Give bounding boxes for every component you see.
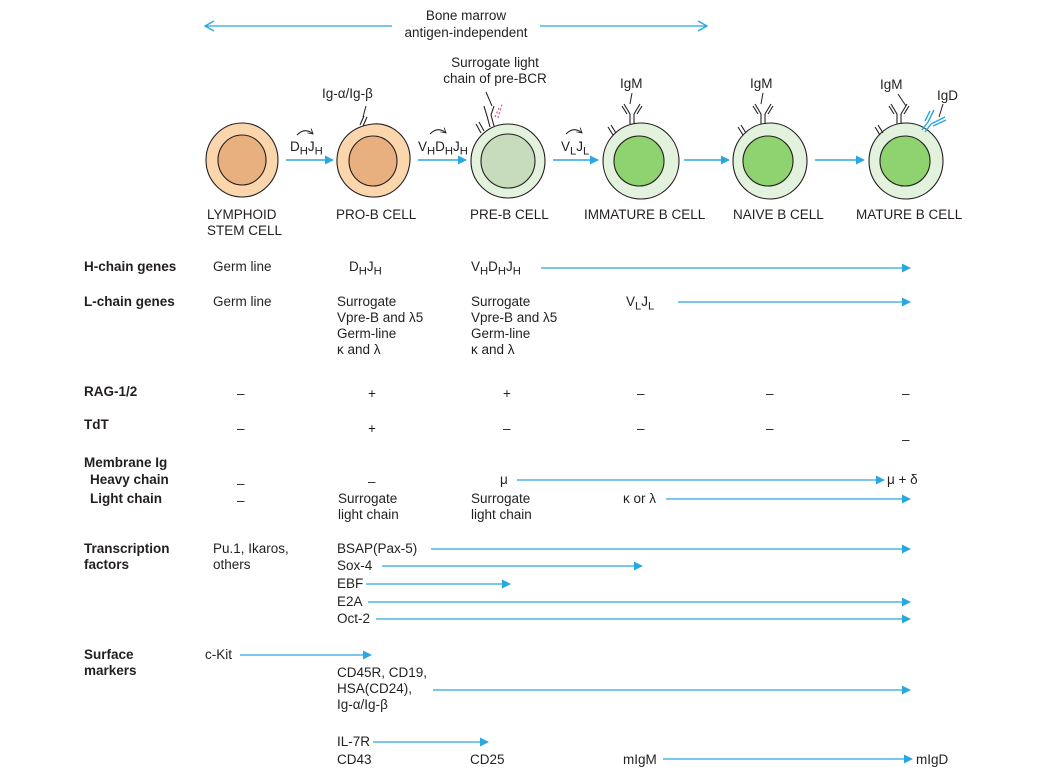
marker-il7r: IL-7R — [337, 734, 371, 749]
tdt-stem: – — [237, 421, 245, 436]
h-chain-preb: VHDHJH — [471, 259, 521, 278]
row-label-tdt: TdT — [84, 417, 109, 432]
tf-bsap: BSAP(Pax-5) — [337, 541, 418, 556]
row-label-light-chain: Light chain — [90, 491, 162, 506]
marker-migd: mIgD — [916, 752, 949, 767]
rearrange-arrow-vdj — [429, 127, 447, 135]
marker-cd43: CD43 — [337, 752, 372, 767]
stage-label-lymphoid: LYMPHOID STEM CELL — [207, 207, 283, 238]
heavy-chain-mature: μ + δ — [887, 472, 918, 487]
row-label-rag: RAG-1/2 — [84, 384, 138, 399]
immature-b-cell — [602, 103, 680, 200]
igm-pointer-2 — [760, 92, 764, 105]
tdt-pre-b: – — [503, 421, 511, 436]
stage-label-naive-b: NAIVE B CELL — [733, 207, 824, 222]
row-label-surface: Surface markers — [84, 647, 137, 678]
marker-migm: mIgM — [623, 752, 657, 767]
pro-b-cell — [336, 115, 411, 198]
h-chain-prob: DHJH — [349, 259, 382, 278]
light-chain-pre-b: Surrogate light chain — [471, 491, 532, 522]
label-igm-mature: IgM — [880, 77, 903, 92]
marker-cd25: CD25 — [470, 752, 505, 767]
rag-pre-b: + — [503, 386, 511, 401]
light-chain-pro-b: Surrogate light chain — [338, 491, 399, 522]
l-chain-stem: Germ line — [213, 294, 272, 309]
rag-stem: – — [237, 386, 245, 401]
igd-pointer — [938, 103, 944, 118]
tf-sox4: Sox-4 — [337, 558, 373, 573]
igm-pointer-3 — [897, 93, 907, 107]
rag-naive: – — [766, 386, 774, 401]
label-surrogate-light-chain: Surrogate light chain of pre-BCR — [443, 55, 547, 86]
rearrange-arrow-dj — [296, 128, 314, 136]
tf-e2a: E2A — [337, 594, 363, 609]
pre-b-cell — [470, 103, 546, 199]
l-chain-prob: Surrogate Vpre-B and λ5 Germ-line κ and … — [337, 294, 424, 357]
header-bone-marrow: Bone marrow — [425, 8, 507, 23]
rearrangement-vdj: VHDHJH — [418, 139, 468, 158]
tf-ebf: EBF — [337, 576, 364, 591]
row-label-l-chain: L-chain genes — [84, 294, 175, 309]
lymphoid-stem-cell — [205, 122, 279, 198]
heavy-chain-stem: – — [237, 476, 245, 491]
l-chain-immature: VLJL — [626, 294, 655, 313]
heavy-chain-pro-b: – — [368, 474, 376, 489]
l-chain-preb: Surrogate Vpre-B and λ5 Germ-line κ and … — [471, 294, 558, 357]
label-ig-alpha-beta: Ig-α/Ig-β — [322, 86, 373, 101]
marker-ckit: c-Kit — [205, 647, 232, 662]
row-label-h-chain: H-chain genes — [84, 259, 177, 274]
light-chain-immature: κ or λ — [623, 491, 657, 506]
tdt-immature: – — [637, 421, 645, 436]
naive-b-cell — [732, 103, 808, 200]
row-label-transcription: Transcription factors — [84, 541, 170, 572]
label-igd-mature: IgD — [937, 88, 959, 103]
stage-label-pre-b: PRE-B CELL — [470, 207, 549, 222]
h-chain-stem: Germ line — [213, 259, 272, 274]
stage-label-immature-b: IMMATURE B CELL — [584, 207, 706, 222]
light-chain-stem: – — [237, 493, 245, 508]
heavy-chain-pre-b: μ — [500, 472, 508, 487]
marker-cd-group: CD45R, CD19, HSA(CD24), Ig-α/Ig-β — [337, 665, 428, 712]
rearrangement-vj: VLJL — [561, 139, 590, 158]
label-igm-naive: IgM — [750, 76, 773, 91]
stage-label-mature-b: MATURE B CELL — [856, 207, 963, 222]
header-antigen-independent: antigen-independent — [404, 25, 528, 40]
rag-pro-b: + — [368, 386, 376, 401]
row-label-heavy-chain: Heavy chain — [90, 472, 169, 487]
tdt-mature: – — [902, 432, 910, 447]
label-igm-immature: IgM — [620, 76, 643, 91]
rag-immature: – — [637, 386, 645, 401]
rearrangement-dj: DHJH — [290, 139, 323, 158]
tdt-pro-b: + — [368, 421, 376, 436]
tdt-naive: – — [766, 421, 774, 436]
surrogate-pointer — [485, 91, 493, 107]
rag-mature: – — [902, 386, 910, 401]
mature-b-cell — [868, 103, 947, 200]
rearrange-arrow-vj — [565, 127, 583, 135]
tf-oct2: Oct-2 — [337, 611, 371, 626]
transcription-stem: Pu.1, Ikaros, others — [213, 541, 289, 572]
stage-label-pro-b: PRO-B CELL — [336, 207, 417, 222]
igm-pointer-1 — [629, 92, 633, 105]
ig-alpha-beta-pointer — [362, 105, 367, 118]
row-label-membrane-ig: Membrane Ig — [84, 455, 168, 470]
